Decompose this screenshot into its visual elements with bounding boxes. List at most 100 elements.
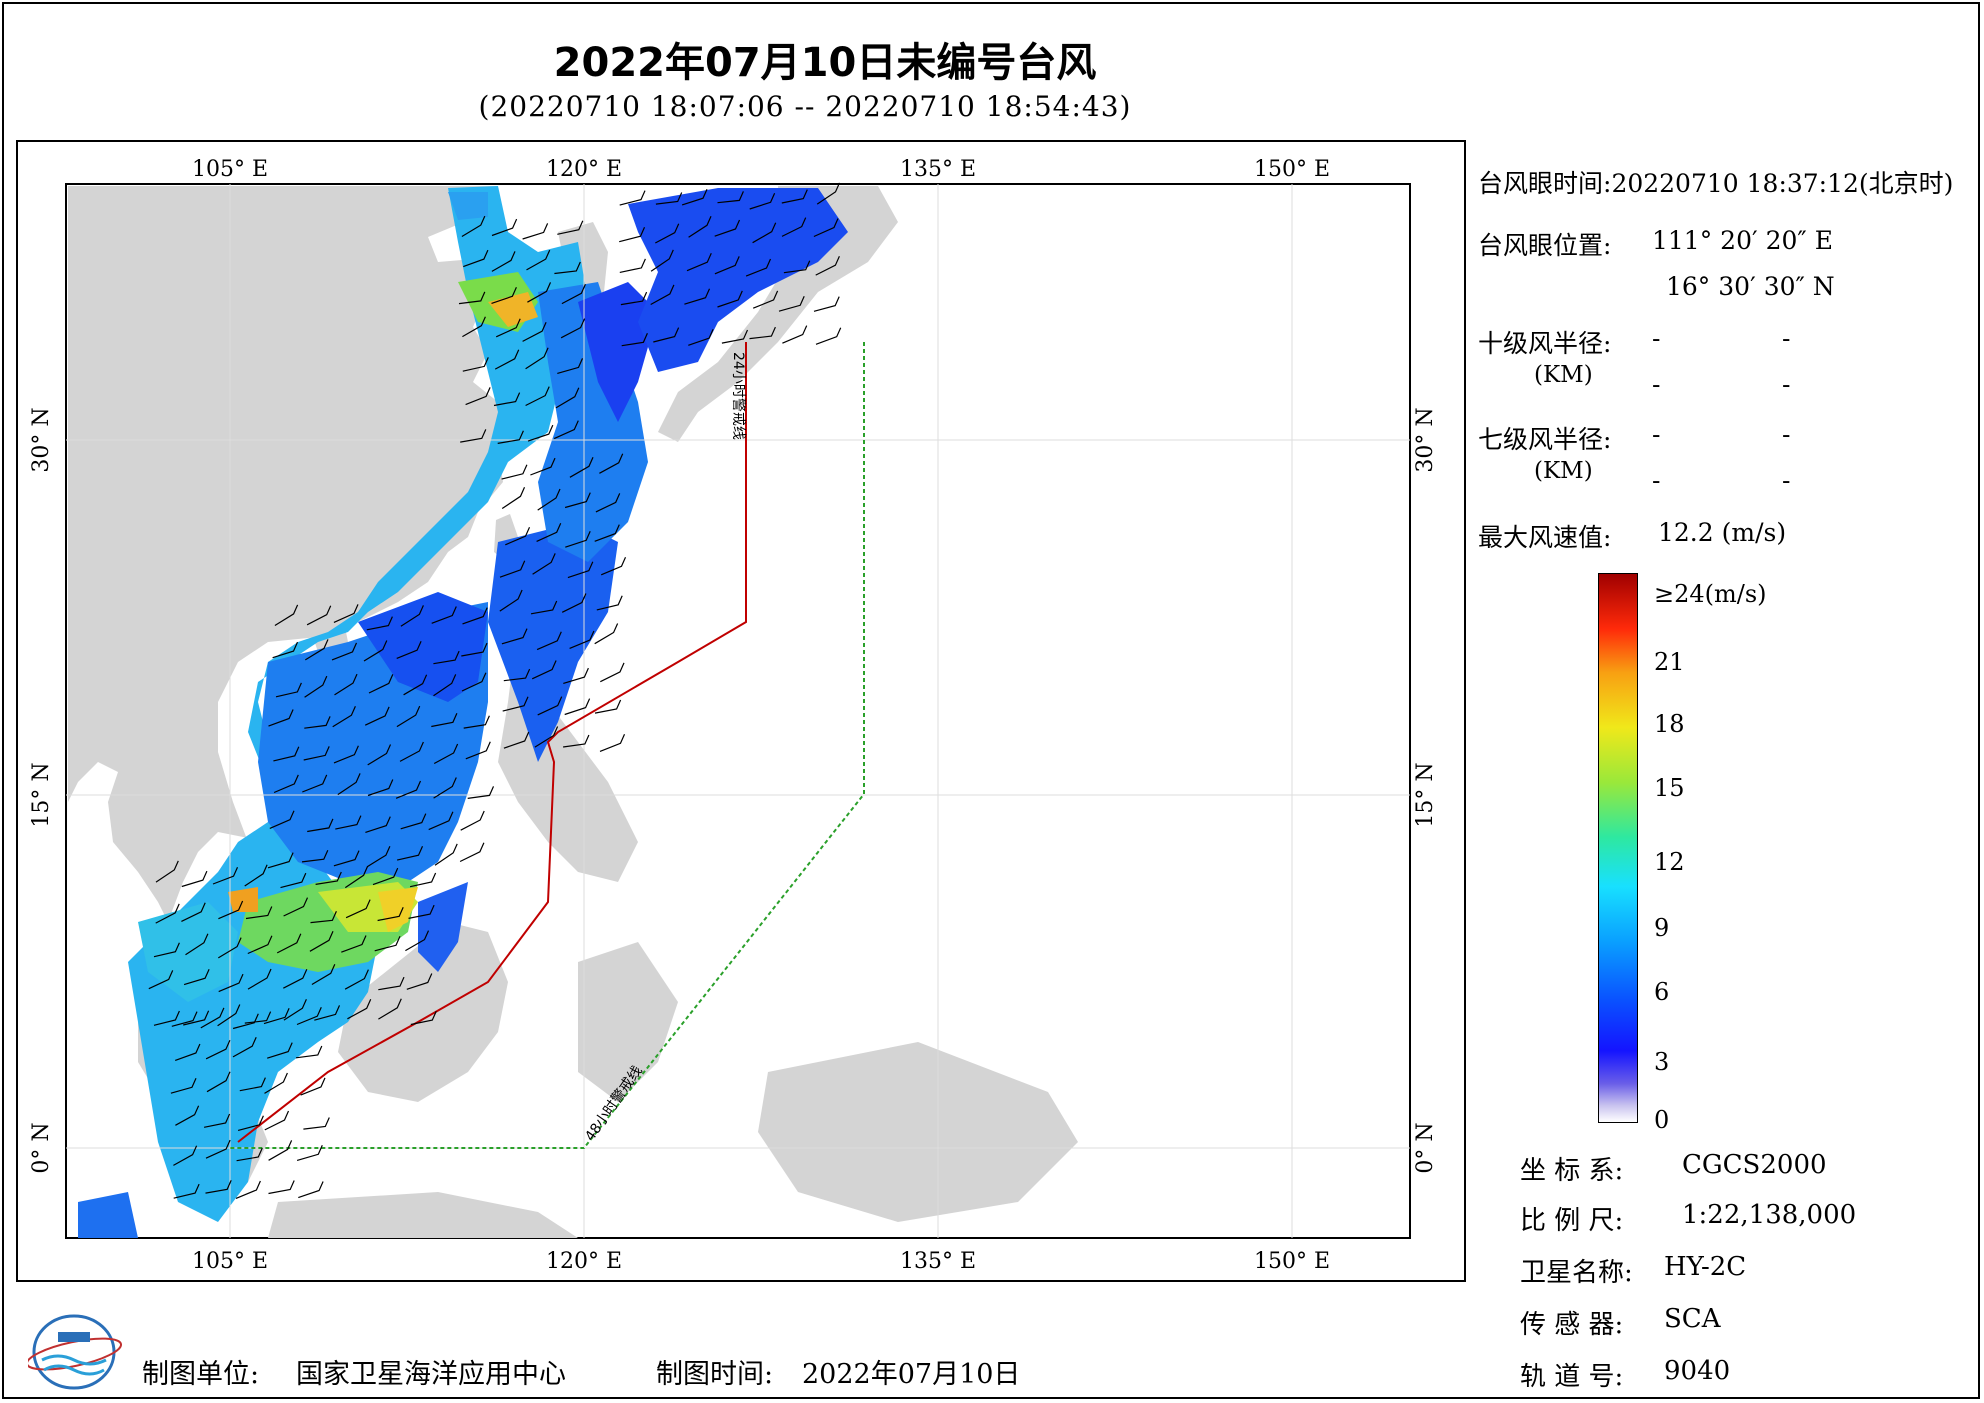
wind-barb bbox=[460, 429, 487, 443]
wind-barb bbox=[173, 1145, 198, 1166]
eye-lat-value: 16° 30′ 30″ N bbox=[1666, 272, 1835, 301]
wind-barb bbox=[183, 1010, 210, 1026]
wind-barb bbox=[264, 1072, 288, 1094]
wind-barb bbox=[236, 1147, 263, 1162]
wind-barb bbox=[405, 930, 430, 952]
land-masses bbox=[68, 186, 1078, 1238]
wind-barb bbox=[505, 526, 531, 546]
wind-barb bbox=[366, 616, 393, 631]
wind-barb bbox=[173, 1183, 200, 1199]
wind-barb bbox=[460, 810, 485, 831]
wind-barb bbox=[650, 249, 674, 272]
wind-barb bbox=[717, 191, 744, 204]
wind-barb bbox=[304, 639, 329, 661]
lon-tick-top-135: 135° E bbox=[900, 157, 976, 182]
wind-barb bbox=[403, 674, 428, 696]
wind-barb bbox=[655, 223, 680, 244]
wind-barb bbox=[274, 604, 299, 627]
wind-barb bbox=[237, 1115, 264, 1131]
wind-barb bbox=[304, 675, 328, 698]
wind-barb bbox=[205, 1039, 231, 1060]
wind-barb bbox=[269, 810, 295, 829]
wind-barb bbox=[367, 779, 394, 797]
wind-barb bbox=[372, 867, 399, 886]
wind-barb bbox=[527, 282, 552, 303]
wind-barb bbox=[247, 968, 272, 990]
warning-line-24h bbox=[237, 342, 747, 1143]
wind-barb bbox=[374, 936, 401, 952]
wind-barb bbox=[433, 777, 457, 799]
footer-date-label: 制图时间: bbox=[656, 1359, 774, 1390]
max-wind-value: 12.2 (m/s) bbox=[1658, 518, 1787, 547]
wind-barb bbox=[283, 897, 309, 917]
orbit-label: 轨 道 号: bbox=[1520, 1362, 1624, 1392]
lon-tick-top-150: 150° E bbox=[1254, 157, 1330, 182]
wind-barb bbox=[298, 1181, 324, 1199]
wind-barb bbox=[778, 296, 805, 312]
sensor-label: 传 感 器: bbox=[1520, 1310, 1624, 1340]
eye-time-value: 20220710 18:37:12(北京时) bbox=[1611, 169, 1954, 198]
wind-barb bbox=[782, 325, 808, 344]
lat-tick-left-0: 0° N bbox=[29, 1122, 54, 1173]
wind-barb bbox=[396, 705, 421, 728]
wind-barb bbox=[499, 560, 526, 578]
wind-barb bbox=[263, 1008, 290, 1025]
wind-barb bbox=[410, 1010, 437, 1026]
wind-barb bbox=[525, 386, 550, 407]
wind-barb bbox=[557, 220, 584, 235]
wind-barb bbox=[303, 746, 330, 761]
wind-barb bbox=[462, 316, 486, 338]
wind-barb bbox=[334, 673, 358, 696]
wind-barb bbox=[522, 223, 549, 240]
wind-barb bbox=[467, 786, 495, 799]
wind-barb bbox=[296, 1006, 322, 1026]
wind-barb bbox=[170, 1078, 197, 1094]
wind-barb bbox=[752, 222, 777, 244]
r7-unit: (KM) bbox=[1534, 458, 1593, 484]
wind-barb bbox=[569, 457, 594, 478]
lat-tick-right-0: 0° N bbox=[1413, 1122, 1438, 1173]
wind-barb bbox=[594, 623, 619, 645]
orbit-value: 9040 bbox=[1664, 1356, 1731, 1386]
wind-barb bbox=[619, 258, 646, 273]
lon-tick-top-120: 120° E bbox=[546, 157, 622, 182]
r10-value-2: - bbox=[1782, 324, 1791, 353]
r7-value-1: - bbox=[1652, 420, 1661, 449]
wind-barb bbox=[247, 935, 273, 955]
wind-barb bbox=[463, 715, 490, 729]
wind-barb bbox=[501, 487, 526, 509]
colorbar-tick-18: 18 bbox=[1654, 710, 1685, 738]
wind-barb bbox=[175, 1105, 200, 1126]
wind-barb bbox=[364, 706, 390, 726]
wind-barb bbox=[307, 818, 334, 833]
wind-barb bbox=[218, 900, 244, 920]
wind-barb bbox=[244, 1011, 272, 1024]
wind-barb bbox=[599, 734, 626, 752]
wind-barb bbox=[537, 488, 561, 511]
lat-tick-left-15: 15° N bbox=[29, 762, 54, 827]
wind-barb bbox=[396, 640, 422, 659]
wind-barb bbox=[303, 1117, 330, 1130]
lon-tick-top-105: 105° E bbox=[192, 157, 268, 182]
wind-barb bbox=[813, 296, 840, 312]
wind-barb bbox=[564, 698, 591, 716]
wind-barb bbox=[532, 553, 556, 575]
wind-barb bbox=[527, 424, 554, 442]
wind-barb bbox=[311, 964, 336, 986]
wind-barb bbox=[781, 217, 807, 237]
wind-barb bbox=[232, 1036, 257, 1058]
wind-barb bbox=[267, 852, 294, 869]
wind-barb bbox=[273, 774, 299, 794]
wind-barb bbox=[268, 1180, 295, 1195]
wind-barb bbox=[434, 843, 458, 866]
wind-barb bbox=[431, 606, 457, 624]
footer-unit-value: 国家卫星海洋应用中心 bbox=[296, 1359, 566, 1390]
wind-barb bbox=[714, 256, 740, 275]
wind-barb bbox=[378, 976, 405, 991]
r10-value-3: - bbox=[1652, 370, 1661, 399]
wind-barb bbox=[536, 631, 562, 651]
warning-line-24h-label: 24小时警戒线 bbox=[730, 352, 746, 440]
wind-field-map[interactable]: 24小时警戒线 48小时警戒线 105° E 120° E 135° E 150… bbox=[18, 142, 1464, 1280]
wind-barb bbox=[315, 871, 342, 885]
